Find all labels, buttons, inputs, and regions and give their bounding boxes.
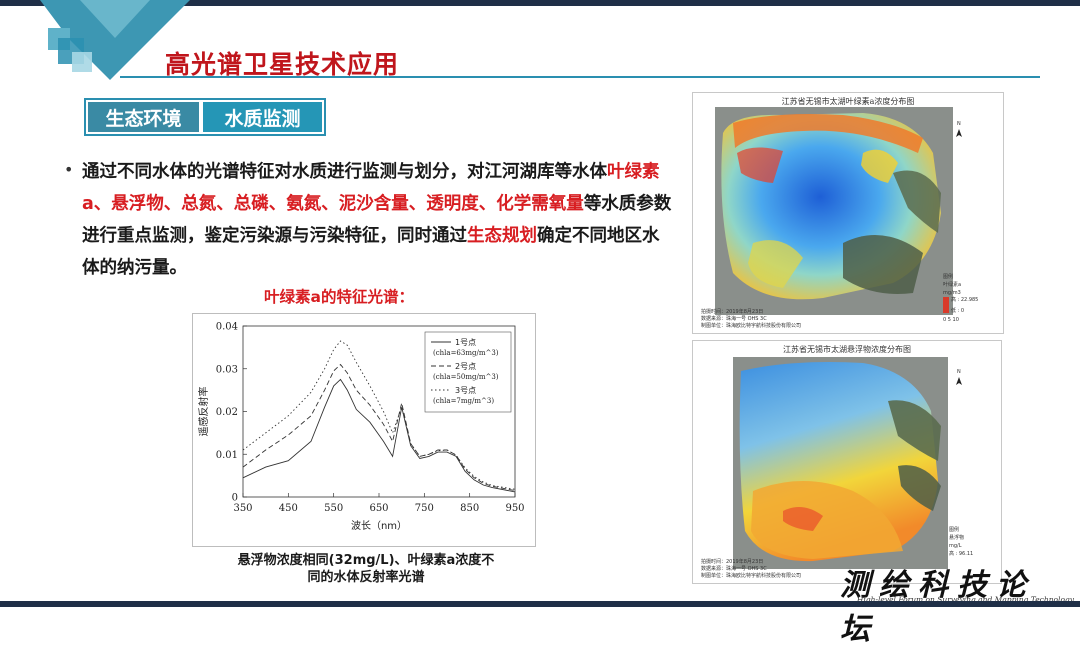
x-tick-label: 750 <box>415 503 434 514</box>
north-arrow-icon <box>956 129 962 137</box>
y-tick-label: 0.01 <box>216 450 238 461</box>
bullet-point: • <box>64 160 74 179</box>
chart-caption-line2: 同的水体反射率光谱 <box>307 570 425 585</box>
chlorophyll-map: 江苏省无锡市太湖叶绿素a浓度分布图 N 图例 叶绿素a mg/m3 高 : 22… <box>692 92 1004 334</box>
map1-legend-high: 高 : 22.985 <box>951 296 978 303</box>
chlorophyll-map-image: N 图例 叶绿素a mg/m3 高 : 22.985 低 : 0 0 5 10 … <box>701 107 978 329</box>
map1-legend-item: 叶绿素a <box>943 281 961 288</box>
x-tick-label: 850 <box>460 503 479 514</box>
legend-note-1: (chla=63mg/m^3) <box>433 349 499 357</box>
y-tick-label: 0.02 <box>216 407 238 418</box>
y-tick-label: 0 <box>232 493 238 504</box>
map2-north: N <box>957 369 961 375</box>
x-tick-label: 450 <box>279 503 298 514</box>
map2-title: 江苏省无锡市太湖悬浮物浓度分布图 <box>783 345 911 354</box>
y-tick-label: 0.04 <box>216 322 238 333</box>
map2-legend-title: 图例 <box>949 526 959 533</box>
slide-title: 高光谱卫星技术应用 <box>165 50 400 79</box>
map1-scale: 0 5 10 <box>943 317 959 323</box>
map2-legend-unit: mg/L <box>949 543 962 549</box>
map1-legend-unit: mg/m3 <box>943 290 961 296</box>
x-tick-label: 950 <box>505 503 524 514</box>
suspended-matter-map-image: N 图例 悬浮物 mg/L 高 : 96.11 拍摄时间：2019年8月23日 … <box>701 357 973 579</box>
forum-name-en: High-level Forum on Surveying and Mappin… <box>856 595 1074 604</box>
x-tick-label: 550 <box>324 503 343 514</box>
x-axis-label: 波长（nm） <box>351 519 407 532</box>
paragraph-segment: 确定不同地区水体的纳污量。 <box>82 226 660 278</box>
paragraph-highlight: 叶绿素a、悬浮物、总氮、总磷、氨氮、泥沙含量、透明度、化学需氧量 <box>82 162 660 214</box>
paragraph-highlight: 生态规划 <box>467 226 537 246</box>
map1-legend-title: 图例 <box>943 273 953 280</box>
title-underline <box>120 76 1040 78</box>
paragraph-segment: 等水质参数进行重点监测，鉴定污染源与污染特征，同时通过 <box>82 194 672 246</box>
top-bar <box>0 0 1080 6</box>
map1-title: 江苏省无锡市太湖叶绿素a浓度分布图 <box>781 97 915 106</box>
description-paragraph: 通过不同水体的光谱特征对水质进行监测与划分，对江河湖库等水体叶绿素a、悬浮物、总… <box>82 156 672 284</box>
bottom-bar <box>0 601 1080 607</box>
map1-legend-low: 低 : 0 <box>951 307 964 314</box>
legend-label-2: 2号点 <box>455 362 476 371</box>
x-tick-label: 650 <box>369 503 388 514</box>
map2-legend-item: 悬浮物 <box>949 534 964 541</box>
y-axis-label: 遥感反射率 <box>197 387 210 437</box>
map2-footer-line1: 拍摄时间：2019年8月23日 <box>701 558 763 565</box>
legend-label-3: 3号点 <box>455 386 476 395</box>
map2-legend-high: 高 : 96.11 <box>949 550 973 557</box>
map2-footer-line3: 制图单位：珠海欧比特宇航科技股份有限公司 <box>701 572 801 579</box>
map1-legend-ramp <box>943 297 949 313</box>
chart-caption: 悬浮物浓度相同(32mg/L)、叶绿素a浓度不 同的水体反射率光谱 <box>196 552 536 586</box>
tag-topic: 水质监测 <box>203 102 322 132</box>
paragraph-segment: 通过不同水体的光谱特征对水质进行监测与划分，对江河湖库等水体 <box>82 162 607 182</box>
chart-caption-line1: 悬浮物浓度相同(32mg/L)、叶绿素a浓度不 <box>237 553 495 568</box>
series-line-2 <box>242 363 516 492</box>
spectrum-title: 叶绿素a的特征光谱： <box>264 288 414 306</box>
map1-north: N <box>957 121 961 127</box>
legend-label-1: 1号点 <box>455 338 476 347</box>
forum-watermark: 测绘科技论坛 High-level Forum on Surveying and… <box>840 560 1080 647</box>
corner-decoration <box>40 0 190 80</box>
map1-footer-line2: 数据来源：珠海一号 OHS 3C <box>701 315 767 322</box>
tag-category: 生态环境 <box>88 102 200 132</box>
series-line-1 <box>242 378 516 493</box>
spectrum-chart: 350 450 550 650 750 850 950 0 0.01 0.02 0.03 0.04 波长… <box>197 322 525 533</box>
north-arrow-icon <box>956 377 962 385</box>
map2-footer-line2: 数据来源：珠海一号 OHS 3C <box>701 565 767 572</box>
legend-note-2: (chla=50mg/m^3) <box>433 373 499 381</box>
series-line-3 <box>242 340 516 490</box>
spectrum-chart-frame: 350 450 550 650 750 850 950 0 0.01 0.02 0.03 0.04 波长… <box>192 313 536 547</box>
section-tag: 生态环境 水质监测 <box>84 98 326 136</box>
x-tick-label: 350 <box>233 503 252 514</box>
map1-footer-line1: 拍摄时间：2019年8月23日 <box>701 308 763 315</box>
legend-box <box>424 331 512 413</box>
legend-note-3: (chla=7mg/m^3) <box>433 397 494 405</box>
map1-footer-line3: 制图单位：珠海欧比特宇航科技股份有限公司 <box>701 322 801 329</box>
suspended-matter-map: 江苏省无锡市太湖悬浮物浓度分布图 N 图例 悬浮物 mg/L 高 : 96.11… <box>692 340 1002 584</box>
y-tick-label: 0.03 <box>216 364 238 375</box>
